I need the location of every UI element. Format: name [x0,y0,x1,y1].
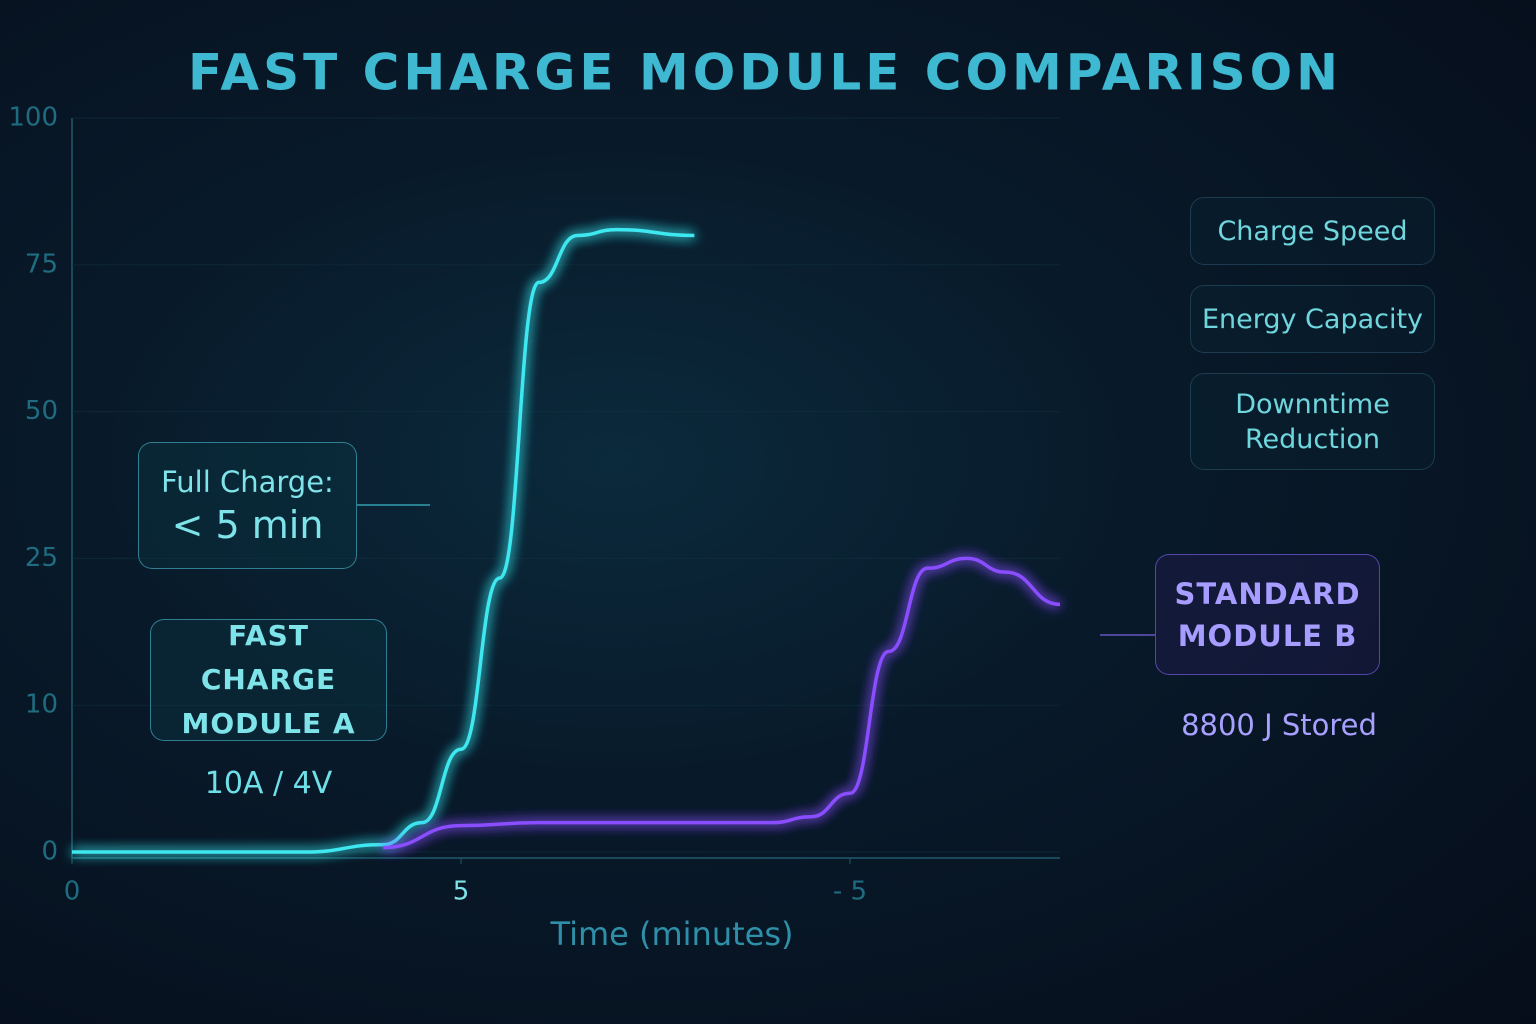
y-tick-label: 10 [25,690,58,720]
callout-value: < 5 min [171,502,324,547]
feature-box: Charge Speed [1190,197,1435,265]
y-tick-label: 75 [25,249,58,279]
chart-title: FAST CHARGE MODULE COMPARISON [188,44,1342,102]
series-a-spec: 10A / 4V [204,766,333,801]
y-tick-label: 25 [25,543,58,573]
series-b-spec: 8800 J Stored [1181,708,1377,742]
feature-box: Downntime Reduction [1190,373,1435,470]
y-tick-label: 100 [8,103,58,133]
x-tick-label: 0 [64,877,81,907]
series-line [383,556,1061,850]
series-line [72,227,695,854]
feature-box: Energy Capacity [1190,285,1435,353]
callout-box: Full Charge: < 5 min [138,442,357,569]
callout-title: Full Charge: [161,464,334,499]
x-tick-label: - 5 [833,877,867,907]
x-tick-label: 5 [453,877,470,907]
y-tick-label: 50 [25,396,58,426]
y-tick-label: 0 [41,837,58,867]
series-a-label: FAST CHARGE MODULE A [150,619,387,741]
series-b-label: STANDARD MODULE B [1155,554,1380,675]
x-axis-label: Time (minutes) [550,915,794,953]
